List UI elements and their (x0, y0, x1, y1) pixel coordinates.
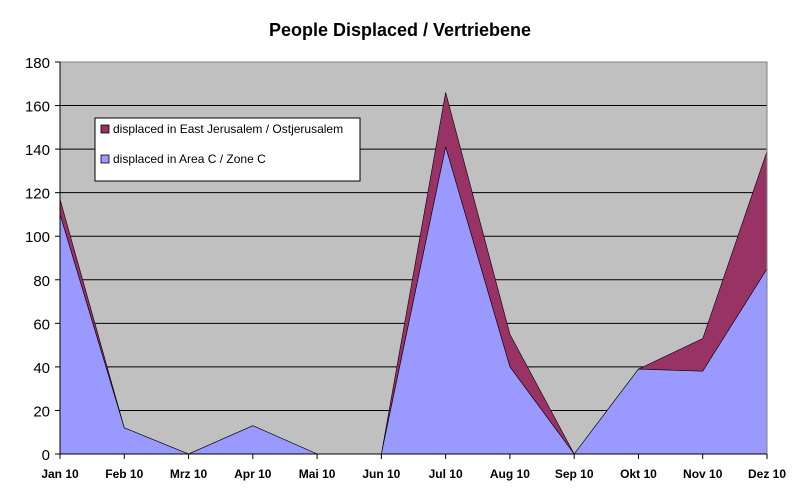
x-tick-label: Aug 10 (490, 467, 530, 481)
x-tick-label: Jun 10 (362, 467, 400, 481)
chart-title: People Displaced / Vertriebene (268, 20, 532, 40)
legend (94, 117, 361, 182)
legend-label: displaced in East Jerusalem / Ostjerusal… (113, 122, 343, 136)
y-tick-label: 40 (33, 360, 50, 377)
x-tick-label: Nov 10 (683, 467, 723, 481)
legend-label: displaced in Area C / Zone C (113, 152, 266, 166)
y-tick-label: 20 (33, 403, 50, 420)
x-tick-label: Feb 10 (105, 467, 143, 481)
y-tick-label: 160 (25, 99, 50, 116)
y-tick-label: 60 (33, 316, 50, 333)
x-tick-label: Sep 10 (555, 467, 594, 481)
y-tick-label: 140 (25, 142, 50, 159)
x-tick-label: Apr 10 (234, 467, 272, 481)
x-tick-label: Mai 10 (299, 467, 336, 481)
x-tick-label: Jan 10 (41, 467, 79, 481)
x-tick-label: Jul 10 (429, 467, 463, 481)
legend-swatch (100, 124, 110, 134)
y-tick-label: 100 (25, 229, 50, 246)
y-tick-label: 80 (33, 273, 50, 290)
y-tick-label: 120 (25, 186, 50, 203)
x-tick-label: Okt 10 (620, 467, 657, 481)
x-tick-label: Mrz 10 (170, 467, 208, 481)
y-tick-label: 180 (25, 55, 50, 72)
y-tick-label: 0 (42, 447, 50, 464)
x-tick-label: Dez 10 (748, 467, 786, 481)
legend-swatch (100, 154, 110, 164)
